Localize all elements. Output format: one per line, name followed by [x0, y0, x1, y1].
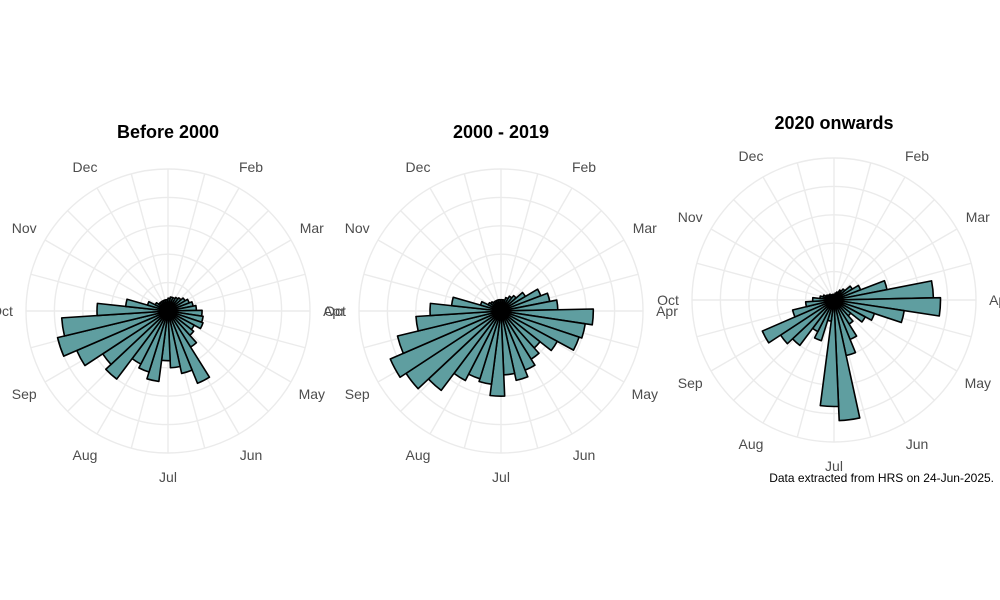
month-label-mar: Mar — [966, 209, 990, 225]
month-label-jun: Jun — [906, 436, 929, 452]
grid-spoke-major — [377, 239, 502, 312]
data-source-caption: Data extracted from HRS on 24-Jun-2025. — [769, 471, 994, 485]
grid-spoke-minor — [167, 210, 269, 312]
month-label-jun: Jun — [573, 447, 596, 463]
grid-spoke-minor — [833, 162, 872, 301]
grid-spoke-major — [429, 187, 502, 312]
month-label-apr: Apr — [656, 303, 678, 319]
month-label-apr: Apr — [323, 303, 345, 319]
month-label-sep: Sep — [345, 386, 370, 402]
month-label-jul: Jul — [825, 458, 843, 474]
polar-bars — [56, 296, 211, 385]
month-label-feb: Feb — [905, 148, 929, 164]
grid-spoke-major — [500, 187, 573, 312]
grid-spoke-minor — [167, 173, 206, 312]
polar-bar — [489, 310, 506, 397]
month-label-oct: Oct — [324, 303, 346, 319]
polar-bar — [497, 298, 502, 312]
month-label-feb: Feb — [572, 159, 596, 175]
grid-spoke-major — [833, 176, 906, 301]
polar-bars — [389, 288, 595, 397]
grid-spoke-major — [96, 187, 169, 312]
month-label-nov: Nov — [678, 209, 703, 225]
polar-bar — [164, 298, 169, 312]
month-label-apr: Apr — [989, 292, 1000, 308]
month-label-may: May — [965, 375, 991, 391]
polar-bar — [831, 293, 835, 301]
month-label-may: May — [299, 386, 325, 402]
polar-bar — [60, 310, 169, 337]
grid-spoke-minor — [463, 173, 502, 312]
panel-title: 2000 - 2019 — [453, 122, 549, 142]
polar-bar — [105, 310, 169, 380]
polar-bar — [500, 310, 529, 382]
polar-bar — [833, 299, 861, 422]
polar-bar — [833, 296, 942, 317]
grid-spoke-major — [762, 176, 835, 301]
panel-2000-2019: 2000 - 2019 Feb Mar Apr May Jun Jul Aug Sep Oct N… — [324, 122, 678, 485]
month-label-may: May — [632, 386, 658, 402]
panel-2020-onwards: 2020 onwards Feb Mar Apr May Jun Jul Aug Sep Oct… — [657, 113, 1000, 474]
polar-bar — [167, 310, 211, 385]
month-label-oct: Oct — [0, 303, 13, 319]
month-label-jul: Jul — [492, 469, 510, 485]
month-label-nov: Nov — [345, 220, 370, 236]
polar-bar — [761, 299, 835, 344]
grid-spoke-minor — [500, 210, 602, 312]
month-label-sep: Sep — [12, 386, 37, 402]
month-labels: Feb Mar Apr May Jun Jul Aug Sep Oct Nov Dec — [324, 159, 678, 485]
month-label-mar: Mar — [300, 220, 324, 236]
month-labels: Feb Mar Apr May Jun Jul Aug Sep Oct Nov Dec — [657, 148, 1000, 474]
month-label-aug: Aug — [73, 447, 98, 463]
grid-spoke-major — [167, 239, 292, 312]
month-label-aug: Aug — [739, 436, 764, 452]
grid-spoke-major — [44, 239, 169, 312]
month-label-jun: Jun — [240, 447, 263, 463]
grid-spoke-minor — [833, 299, 935, 401]
month-label-sep: Sep — [678, 375, 703, 391]
polar-bar — [167, 310, 181, 369]
grid-spoke-minor — [500, 173, 539, 312]
grid-spoke-minor — [696, 262, 835, 301]
polar-bar — [396, 310, 502, 355]
grid-spoke-minor — [733, 199, 835, 301]
polar-bar — [791, 299, 835, 318]
grid-spoke-minor — [833, 199, 935, 301]
month-label-nov: Nov — [12, 220, 37, 236]
polar-bar — [167, 310, 193, 375]
month-label-feb: Feb — [239, 159, 263, 175]
polar-bar — [415, 310, 502, 332]
month-label-jul: Jul — [159, 469, 177, 485]
grid-spoke-minor — [400, 210, 502, 312]
month-label-aug: Aug — [406, 447, 431, 463]
panel-title: 2020 onwards — [774, 113, 893, 133]
grid-spoke-major — [167, 187, 240, 312]
polar-bar — [819, 299, 840, 408]
polar-bars — [761, 279, 942, 422]
polar-bar — [389, 310, 502, 379]
month-label-oct: Oct — [657, 292, 679, 308]
polar-bar — [56, 310, 169, 357]
month-label-dec: Dec — [739, 148, 764, 164]
polar-bar — [500, 310, 559, 352]
month-labels: Feb Mar Apr May Jun Jul Aug Sep Oct Nov Dec — [0, 159, 345, 485]
panel-before-2000: Before 2000 Feb Mar Apr May Jun Jul Aug Sep Oct N… — [0, 122, 345, 485]
month-label-mar: Mar — [633, 220, 657, 236]
grid-spoke-minor — [796, 299, 835, 438]
polar-bar — [96, 302, 169, 317]
panel-title: Before 2000 — [117, 122, 219, 142]
grid-spoke-minor — [796, 162, 835, 301]
grid-spoke-major — [710, 228, 835, 301]
month-label-dec: Dec — [406, 159, 431, 175]
polar-bar — [429, 302, 502, 317]
grid-spoke-minor — [130, 173, 169, 312]
month-label-dec: Dec — [73, 159, 98, 175]
grid-spoke-minor — [67, 210, 169, 312]
